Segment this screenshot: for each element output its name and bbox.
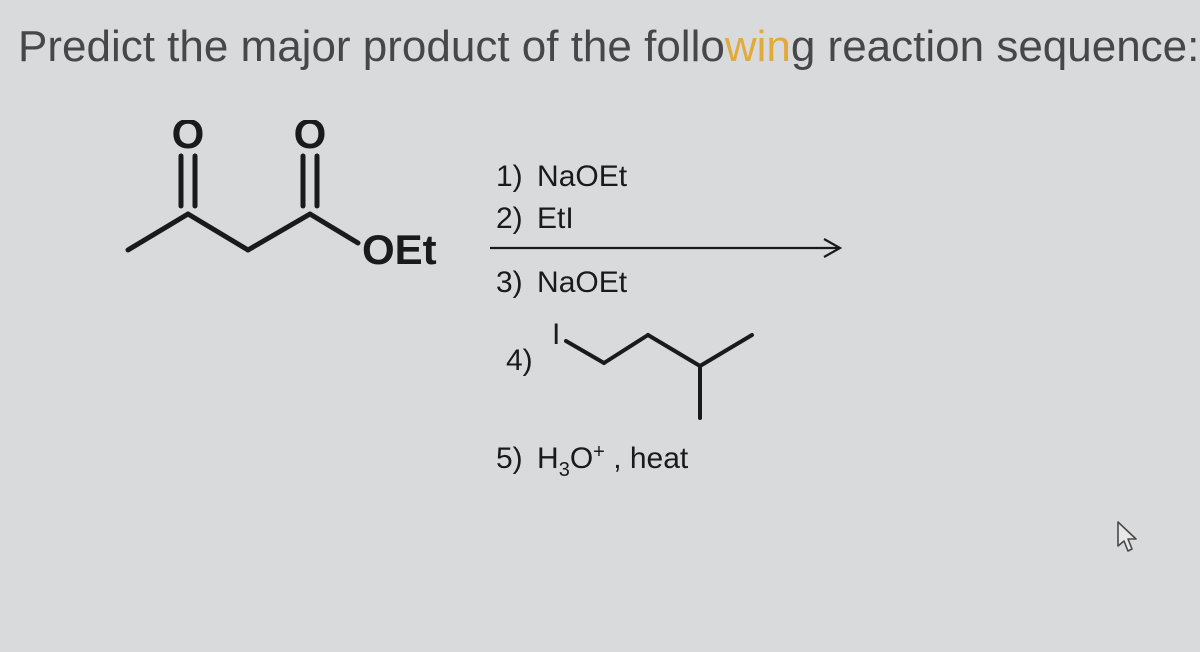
label-OEt: OEt [362,226,437,273]
label-O-right: O [294,120,327,157]
question-title: Predict the major product of the followi… [18,22,1199,72]
reagent-1: 1) NaOEt [496,160,628,193]
title-pre: Predict the major product of the follo [18,22,725,71]
reagent-4-num: 4) [506,344,533,377]
reaction-diagram: O O OEt 1) NaOEt 2) EtI 3) NaOEt [0,120,1200,640]
reagent-3-num: 3) [496,266,523,299]
mouse-cursor-icon [1112,520,1142,556]
title-accent: win [725,22,791,71]
reagent-5: 5) H3O+ , heat [496,441,689,481]
reagent-5-num: 5) [496,442,523,475]
reagent-3-text: NaOEt [537,266,628,299]
reagent-3: 3) NaOEt [496,266,628,299]
reagent-1-num: 1) [496,160,523,193]
reagents-below: 3) NaOEt 4) I 5) H3O+ , heat [496,266,752,481]
label-O-left: O [172,120,205,157]
title-post: g reaction sequence: [791,22,1200,71]
reagent-4-structure [566,335,752,418]
reagents-above: 1) NaOEt 2) EtI [496,160,628,235]
reagent-2: 2) EtI [496,202,574,235]
reagent-2-num: 2) [496,202,523,235]
reaction-arrow [490,239,840,257]
reagent-2-text: EtI [537,202,574,235]
starting-material-structure [128,156,358,250]
reagent-4-I-label: I [552,318,560,351]
reagent-1-text: NaOEt [537,160,628,193]
